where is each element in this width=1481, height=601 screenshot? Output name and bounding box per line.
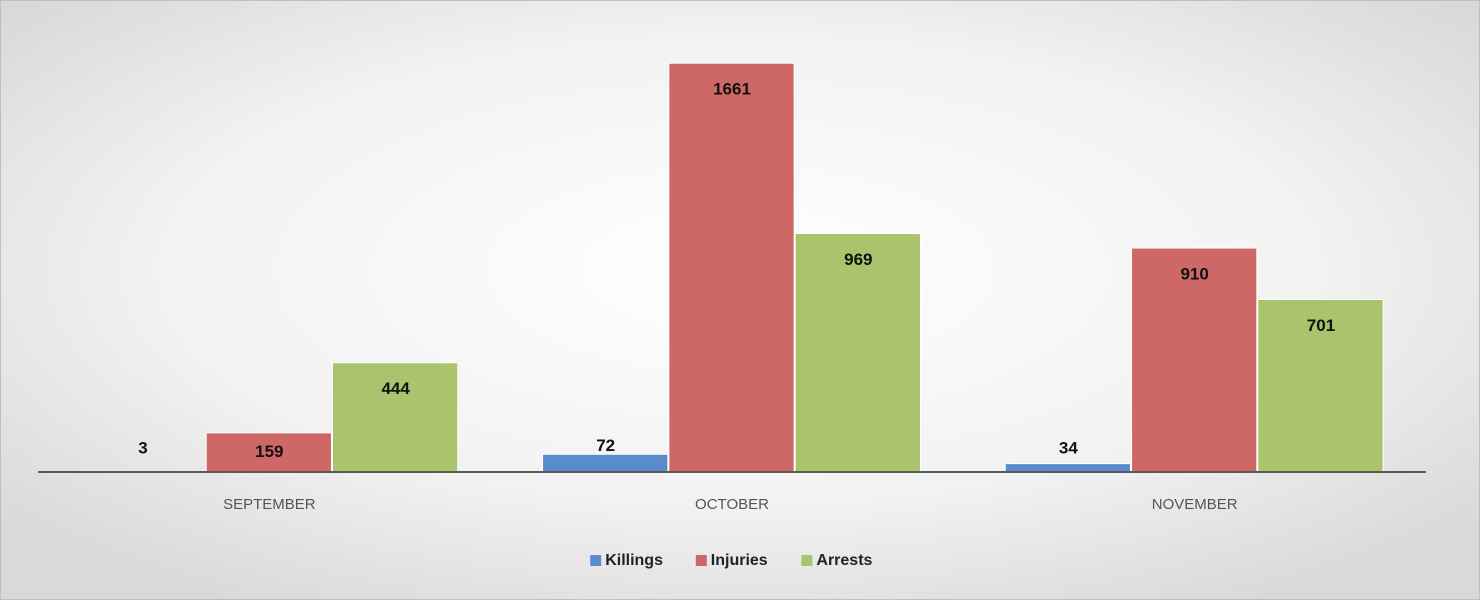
value-label: 444 <box>381 379 410 398</box>
x-tick-label: OCTOBER <box>695 496 769 513</box>
bar <box>794 233 921 473</box>
legend-swatch <box>801 555 813 566</box>
value-label: 1661 <box>713 80 751 99</box>
x-tick-label: SEPTEMBER <box>223 496 316 513</box>
bar <box>1004 463 1132 473</box>
bar <box>1131 247 1258 473</box>
legend-label: Arrests <box>816 552 872 569</box>
bar <box>1257 298 1384 473</box>
legend-label: Killings <box>605 552 663 569</box>
legend-swatch <box>695 555 707 566</box>
value-label: 701 <box>1307 316 1335 335</box>
value-label: 3 <box>138 438 147 457</box>
bar <box>542 453 669 473</box>
bar <box>668 62 795 473</box>
legend-label: Injuries <box>711 552 768 569</box>
value-label: 910 <box>1180 265 1208 284</box>
value-label: 969 <box>844 250 872 269</box>
value-label: 34 <box>1059 438 1078 457</box>
bar <box>331 362 459 473</box>
legend-swatch <box>590 555 602 566</box>
x-tick-label: NOVEMBER <box>1152 496 1238 513</box>
value-label: 72 <box>596 436 615 455</box>
value-label: 159 <box>255 442 283 461</box>
